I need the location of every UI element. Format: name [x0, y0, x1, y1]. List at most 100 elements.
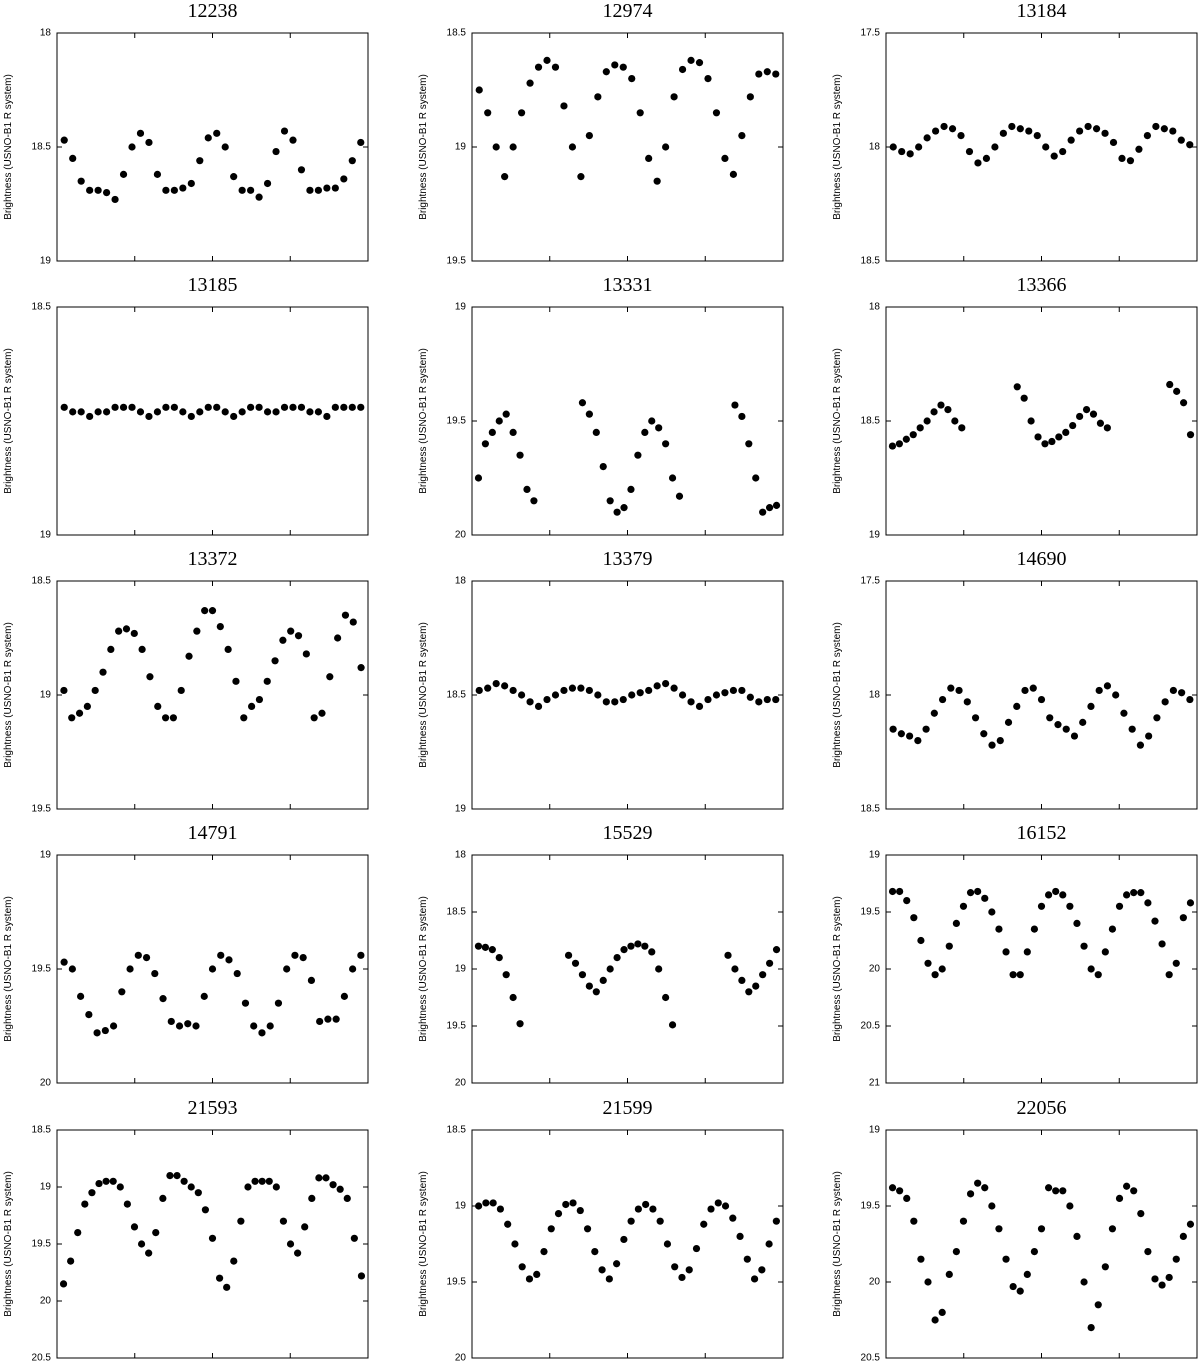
binned-point	[1050, 152, 1058, 160]
binned-point	[648, 417, 656, 425]
binned-point	[995, 1225, 1003, 1233]
binned-point	[1160, 125, 1168, 133]
binned-point	[922, 725, 930, 733]
binned-point	[1165, 1273, 1173, 1282]
binned-point	[888, 442, 897, 450]
binned-point	[230, 173, 238, 181]
binned-point	[996, 737, 1004, 745]
binned-point	[115, 627, 123, 635]
binned-point	[1108, 925, 1117, 933]
binned-point	[60, 958, 68, 966]
binned-point	[966, 889, 975, 897]
binned-point	[952, 1248, 960, 1256]
binned-point	[68, 965, 76, 973]
binned-point	[357, 138, 365, 147]
y-tick-label: 19.5	[447, 256, 467, 267]
binned-point	[1186, 431, 1195, 439]
binned-point	[95, 1179, 103, 1188]
binned-point	[707, 1205, 715, 1213]
binned-point	[1165, 971, 1173, 979]
binned-point	[755, 698, 763, 706]
plot-frame	[471, 1129, 784, 1359]
binned-point	[704, 75, 712, 83]
binned-point	[161, 714, 170, 722]
binned-point	[266, 1022, 274, 1030]
binned-point	[649, 1205, 657, 1213]
binned-point	[981, 1184, 989, 1192]
binned-point	[634, 1205, 642, 1213]
binned-point	[772, 501, 781, 509]
binned-point	[965, 147, 974, 156]
binned-point	[620, 946, 628, 954]
binned-point	[594, 691, 602, 699]
binned-point	[74, 1229, 82, 1237]
binned-point	[613, 954, 621, 962]
binned-point	[1087, 702, 1095, 711]
binned-point	[729, 686, 738, 695]
y-tick-label: 19	[455, 1201, 467, 1212]
binned-point	[301, 1223, 309, 1231]
y-tick-label: 18.5	[32, 1125, 52, 1136]
binned-point	[481, 943, 489, 951]
binned-point	[225, 956, 233, 964]
binned-point	[668, 474, 677, 482]
binned-point	[1002, 1255, 1010, 1263]
binned-point	[948, 125, 957, 133]
binned-point	[1076, 127, 1084, 135]
binned-point	[126, 965, 134, 973]
y-tick-label: 20	[455, 1078, 467, 1089]
panel-title: 14690	[1017, 548, 1067, 570]
binned-point	[1073, 1232, 1081, 1240]
binned-point	[137, 1240, 146, 1248]
binned-point	[154, 702, 162, 711]
binned-point	[187, 412, 195, 421]
y-tick-label: 18	[40, 28, 52, 39]
binned-point	[119, 170, 128, 178]
binned-point	[208, 965, 217, 973]
binned-point	[988, 908, 996, 916]
binned-point	[173, 1172, 181, 1180]
binned-point	[931, 127, 940, 135]
binned-point	[1115, 902, 1124, 910]
y-axis-label: Brightness (USNO-B1 R system)	[418, 896, 429, 1042]
binned-point	[1076, 412, 1084, 421]
binned-point	[331, 184, 339, 192]
binned-point	[750, 1275, 759, 1283]
binned-point	[628, 691, 636, 699]
binned-point	[329, 1181, 337, 1189]
panel-title: 12974	[603, 0, 653, 22]
binned-point	[543, 695, 551, 704]
binned-point	[1079, 718, 1087, 726]
binned-point	[738, 412, 746, 421]
binned-point	[888, 887, 897, 896]
binned-point	[93, 1029, 101, 1037]
binned-point	[721, 154, 729, 162]
binned-point	[297, 403, 306, 411]
binned-point	[662, 440, 670, 448]
binned-point	[592, 428, 600, 436]
y-tick-label: 20.5	[32, 1353, 52, 1364]
binned-point	[1123, 1182, 1131, 1190]
y-tick-label: 18	[455, 850, 467, 861]
binned-point	[1080, 942, 1088, 950]
binned-point	[1094, 1301, 1102, 1309]
binned-point	[1016, 971, 1024, 979]
binned-point	[1066, 1202, 1074, 1210]
binned-point	[208, 1234, 217, 1242]
binned-point	[627, 942, 635, 950]
binned-point	[488, 946, 496, 954]
binned-point	[564, 951, 573, 959]
binned-point	[332, 1015, 340, 1023]
binned-point	[1059, 147, 1067, 156]
binned-point	[509, 143, 517, 151]
plot-frame	[471, 32, 784, 262]
binned-point	[958, 424, 966, 432]
binned-point	[687, 56, 695, 64]
binned-point	[1069, 421, 1077, 430]
binned-point	[151, 969, 159, 978]
binned-point	[247, 186, 255, 194]
y-tick-label: 17.5	[861, 28, 881, 39]
binned-point	[307, 976, 316, 985]
y-tick-label: 18.5	[447, 1125, 467, 1136]
binned-point	[1046, 714, 1054, 722]
